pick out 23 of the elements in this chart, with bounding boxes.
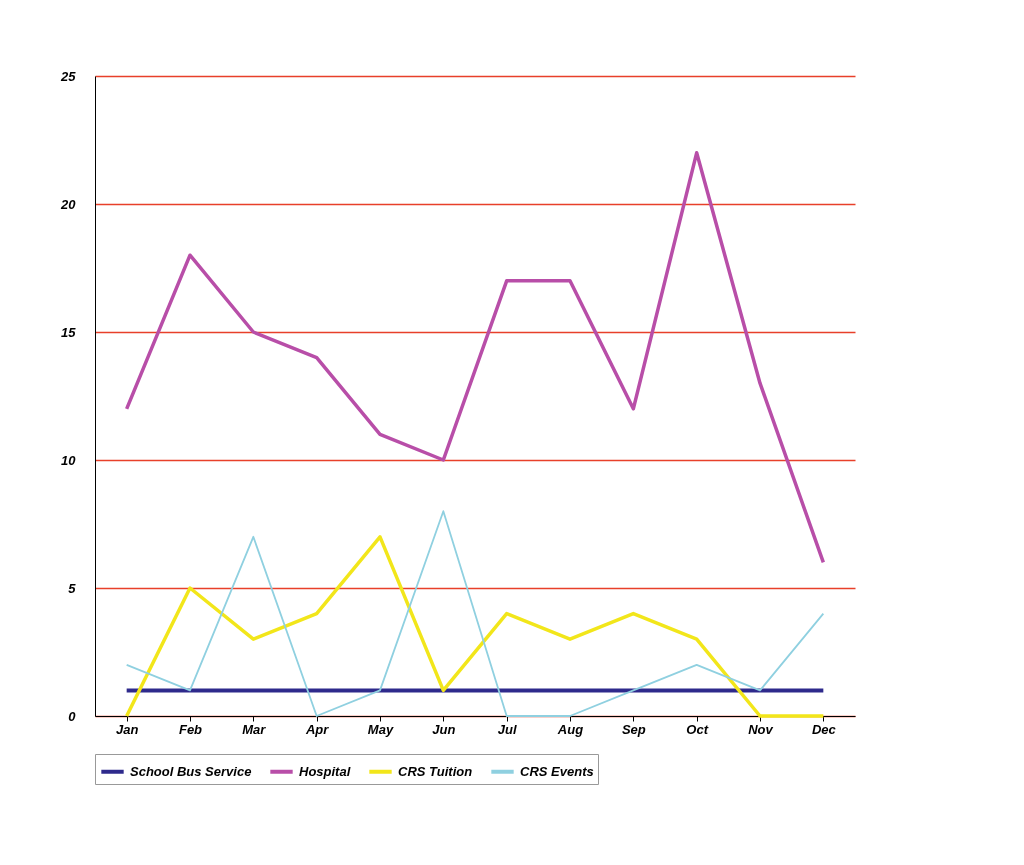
x-tick-label: Nov [748,721,774,737]
x-tick-label: Aug [556,721,584,737]
x-tick-label: Apr [304,721,330,737]
x-tick-label: Oct [686,721,709,737]
x-tick-label: Jun [432,721,456,737]
y-tick-label: 10 [61,452,77,468]
y-tick-label: 20 [60,196,77,212]
x-tick-label: Jul [497,721,517,737]
line-series [124,151,826,565]
legend-label: School Bus Service [130,763,252,779]
y-tick-label: 15 [61,324,77,340]
x-tick-label: May [367,721,394,737]
x-tick-label: Dec [811,721,837,737]
x-tick-label: Feb [178,721,203,737]
y-tick-label: 0 [68,708,77,724]
legend-label: CRS Events [520,763,594,779]
y-tick-label: 5 [68,580,77,596]
legend-label: CRS Tuition [398,763,473,779]
y-tick-label: 25 [60,68,77,84]
x-tick-label: Jan [115,721,139,737]
x-tick-label: Mar [242,721,267,737]
x-tick-label: Sep [621,721,646,737]
legend-label: Hospital [299,763,351,779]
